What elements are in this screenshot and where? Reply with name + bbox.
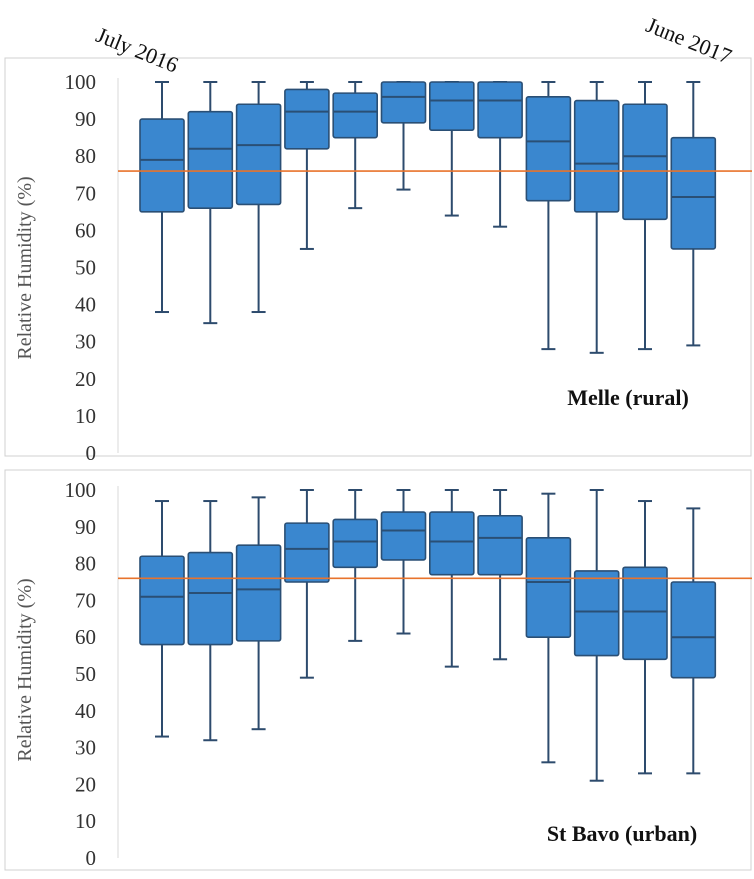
y-tick-label: 40 [75, 699, 96, 723]
y-tick-label: 30 [75, 736, 96, 760]
box-body [332, 92, 379, 139]
y-tick-label: 30 [75, 330, 96, 354]
y-tick-label: 70 [75, 588, 96, 612]
box-body [477, 514, 523, 576]
box-11 [622, 500, 668, 775]
y-tick-label: 90 [75, 515, 96, 539]
panel-label: Melle (rural) [567, 385, 689, 410]
box-body [670, 581, 717, 679]
box-body [525, 96, 572, 202]
box-4 [284, 489, 330, 679]
box-7 [428, 489, 475, 668]
chart-panel-2: 0 10 20 30 40 50 60 70 80 90 100 Relative Humidity … [4, 469, 752, 871]
panel-label: St Bavo (urban) [547, 821, 697, 846]
y-axis-title: Relative Humidity (%) [14, 578, 36, 761]
y-tick-label: 80 [75, 144, 96, 168]
box-3 [235, 81, 282, 314]
box-body [380, 81, 427, 124]
box-5 [332, 489, 379, 642]
y-tick-label: 20 [75, 772, 96, 796]
box-body [187, 551, 234, 646]
box-body [622, 103, 668, 221]
box-body [428, 511, 475, 576]
box-1 [139, 81, 185, 314]
box-body [670, 136, 717, 250]
y-tick-label: 70 [75, 181, 96, 205]
box-12 [670, 507, 717, 775]
y-tick-label: 10 [75, 809, 96, 833]
y-tick-label: 20 [75, 367, 96, 391]
box-body [139, 555, 185, 646]
box-body [573, 99, 620, 213]
box-4 [284, 81, 330, 250]
box-2 [187, 81, 234, 325]
box-body [139, 118, 185, 213]
box-body [428, 81, 475, 132]
box-body [332, 518, 379, 569]
box-11 [622, 81, 668, 351]
y-tick-label: 80 [75, 552, 96, 576]
y-tick-label: 0 [86, 441, 97, 465]
y-tick-label: 60 [75, 625, 96, 649]
y-axis-title: Relative Humidity (%) [14, 176, 36, 359]
box-6 [380, 81, 427, 191]
box-body [477, 81, 523, 139]
box-8 [477, 81, 523, 228]
box-5 [332, 81, 379, 210]
y-tick-label: 50 [75, 256, 96, 280]
box-body [187, 110, 234, 209]
box-3 [235, 496, 282, 731]
box-10 [573, 81, 620, 354]
y-tick-label: 50 [75, 662, 96, 686]
y-tick-label: 90 [75, 107, 96, 131]
chart-panel-1: 0 10 20 30 40 50 60 70 80 90 100 Relative Humidity … [4, 57, 752, 465]
box-7 [428, 81, 475, 217]
box-body [525, 537, 572, 639]
box-12 [670, 81, 717, 347]
box-2 [187, 500, 234, 742]
box-10 [573, 489, 620, 782]
panel-frame [4, 469, 752, 871]
box-body [573, 570, 620, 657]
y-tick-label: 10 [75, 404, 96, 428]
box-body [622, 566, 668, 661]
y-tick-label: 40 [75, 293, 96, 317]
panel-frame [4, 57, 752, 457]
box-body [235, 103, 282, 206]
y-tick-label: 100 [65, 70, 97, 94]
y-tick-label: 0 [86, 846, 97, 870]
box-body [284, 522, 330, 583]
box-1 [139, 500, 185, 738]
y-tick-label: 60 [75, 218, 96, 242]
box-9 [525, 81, 572, 351]
box-body [284, 88, 330, 150]
y-tick-label: 100 [65, 478, 97, 502]
box-6 [380, 489, 427, 635]
box-body [380, 511, 427, 561]
box-9 [525, 492, 572, 764]
box-body [235, 544, 282, 642]
box-8 [477, 489, 523, 661]
